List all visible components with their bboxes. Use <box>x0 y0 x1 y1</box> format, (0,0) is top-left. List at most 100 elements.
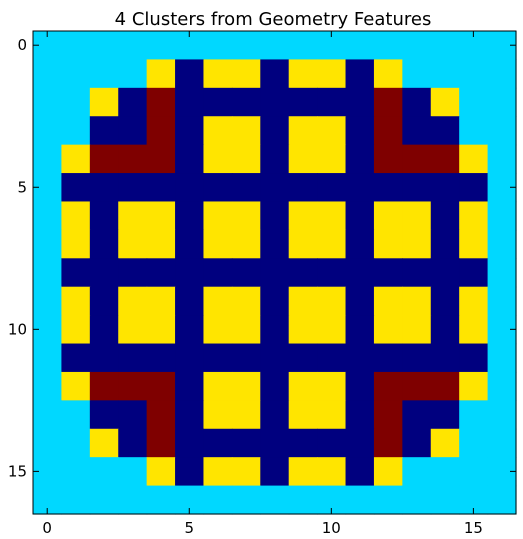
heatmap-cell <box>288 315 318 345</box>
heatmap-cell <box>231 87 261 117</box>
heatmap-cell <box>430 201 460 231</box>
heatmap-cell <box>459 258 489 288</box>
heatmap-cell <box>203 371 233 401</box>
heatmap-cell <box>317 286 347 316</box>
heatmap-cell <box>146 457 176 487</box>
heatmap-cell <box>89 116 119 146</box>
heatmap-cell <box>33 428 63 458</box>
heatmap-cell <box>203 87 233 117</box>
y-tick-label: 10 <box>8 320 27 338</box>
heatmap-cell <box>231 59 261 89</box>
heatmap-cell <box>89 428 119 458</box>
heatmap-cell <box>118 485 148 515</box>
heatmap-cell <box>146 371 176 401</box>
heatmap-cell <box>317 457 347 487</box>
heatmap-cell <box>402 229 432 259</box>
heatmap-cell <box>118 31 148 61</box>
heatmap-cell <box>317 173 347 203</box>
heatmap-cell <box>345 371 375 401</box>
heatmap-cell <box>146 258 176 288</box>
heatmap-cell <box>317 428 347 458</box>
heatmap-cell <box>231 229 261 259</box>
heatmap-cell <box>118 457 148 487</box>
heatmap-cell <box>175 173 205 203</box>
heatmap-cell <box>61 485 91 515</box>
heatmap-cell <box>146 201 176 231</box>
heatmap-cell <box>89 400 119 430</box>
heatmap-cell <box>402 87 432 117</box>
heatmap-cell <box>61 31 91 61</box>
heatmap-cell <box>175 229 205 259</box>
heatmap-cell <box>288 457 318 487</box>
heatmap-cell <box>118 428 148 458</box>
heatmap-cell <box>260 87 290 117</box>
heatmap-cell <box>430 229 460 259</box>
heatmap-cell <box>118 371 148 401</box>
heatmap-cell <box>402 343 432 373</box>
heatmap-cell <box>373 315 403 345</box>
heatmap-cell <box>175 343 205 373</box>
heatmap-cell <box>402 31 432 61</box>
heatmap-cell <box>203 315 233 345</box>
heatmap-cell <box>487 144 517 174</box>
heatmap-cell <box>487 485 517 515</box>
heatmap-cell <box>402 400 432 430</box>
heatmap-cell <box>231 371 261 401</box>
heatmap-cell <box>203 400 233 430</box>
heatmap-cell <box>487 59 517 89</box>
heatmap-cell <box>402 286 432 316</box>
heatmap-cell <box>373 371 403 401</box>
heatmap-cell <box>146 343 176 373</box>
heatmap-cell <box>345 116 375 146</box>
heatmap-cell <box>373 485 403 515</box>
heatmap-cell <box>146 229 176 259</box>
heatmap-cell <box>231 400 261 430</box>
heatmap-cell <box>260 173 290 203</box>
heatmap-cell <box>175 87 205 117</box>
heatmap-cell <box>89 144 119 174</box>
heatmap-cell <box>260 144 290 174</box>
heatmap-cell <box>430 457 460 487</box>
heatmap-cell <box>118 87 148 117</box>
heatmap-cell <box>288 343 318 373</box>
heatmap-cell <box>373 31 403 61</box>
heatmap-cell <box>288 59 318 89</box>
heatmap-cell <box>203 428 233 458</box>
heatmap-cell <box>175 315 205 345</box>
heatmap-cell <box>487 343 517 373</box>
heatmap-cell <box>317 315 347 345</box>
heatmap-cell <box>373 258 403 288</box>
heatmap-cell <box>89 59 119 89</box>
heatmap-cell <box>260 116 290 146</box>
heatmap-cell <box>146 286 176 316</box>
heatmap-cell <box>430 485 460 515</box>
heatmap-cell <box>61 315 91 345</box>
heatmap-cell <box>430 371 460 401</box>
heatmap-cell <box>260 31 290 61</box>
heatmap-cell <box>459 229 489 259</box>
heatmap-cell <box>402 258 432 288</box>
heatmap-cell <box>430 343 460 373</box>
heatmap-cell <box>373 87 403 117</box>
heatmap-cell <box>175 400 205 430</box>
heatmap-cell <box>203 286 233 316</box>
heatmap-cell <box>288 229 318 259</box>
chart-title: 4 Clusters from Geometry Features <box>115 9 432 30</box>
heatmap-cell <box>175 59 205 89</box>
heatmap-cell <box>430 31 460 61</box>
heatmap-cell <box>118 315 148 345</box>
heatmap-cell <box>260 457 290 487</box>
heatmap-cell <box>33 400 63 430</box>
heatmap-cell <box>231 173 261 203</box>
heatmap-cell <box>260 315 290 345</box>
heatmap-cell <box>33 59 63 89</box>
y-tick-label: 0 <box>17 36 27 54</box>
heatmap-cell <box>345 400 375 430</box>
heatmap-cell <box>175 144 205 174</box>
heatmap-cell <box>61 400 91 430</box>
heatmap-cell <box>231 485 261 515</box>
heatmap-cell <box>89 485 119 515</box>
x-tick-label: 5 <box>184 519 194 537</box>
heatmap-cell <box>146 87 176 117</box>
heatmap-cell <box>459 428 489 458</box>
